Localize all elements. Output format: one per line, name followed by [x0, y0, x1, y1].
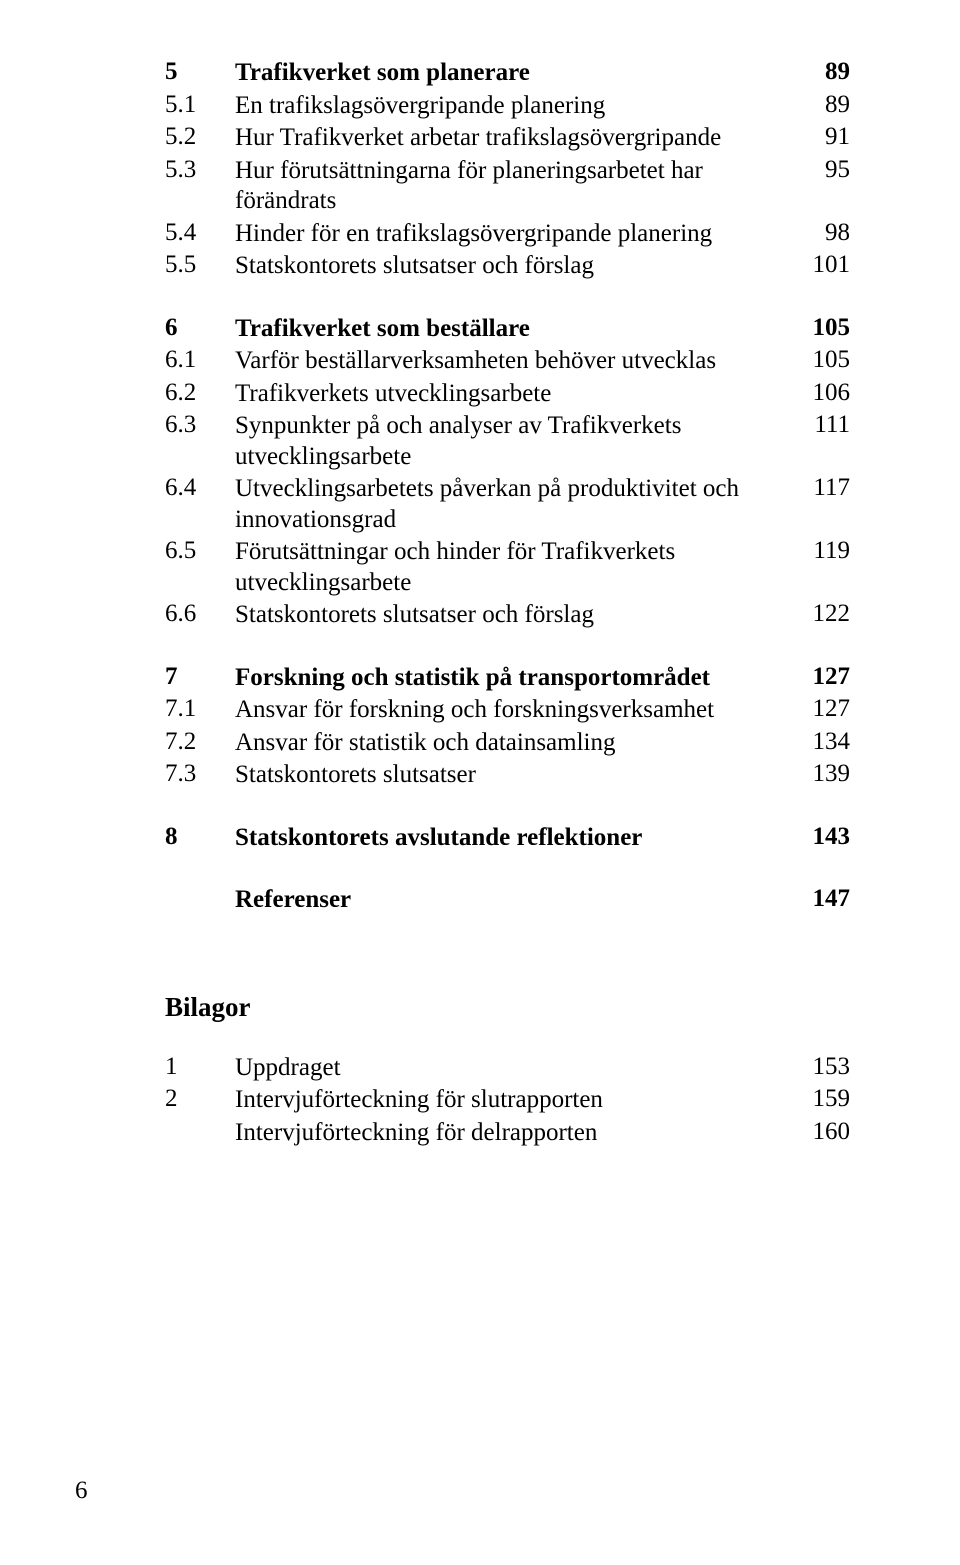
toc-entry-title: Hinder för en trafikslagsövergripande pl…: [235, 219, 795, 250]
toc-row: 6.6Statskontorets slutsatser och förslag…: [165, 600, 850, 631]
toc-entry-number: 7.3: [165, 760, 235, 788]
toc-row: 5.2Hur Trafikverket arbetar trafikslagsö…: [165, 123, 850, 154]
toc-entry-page: 119: [795, 537, 850, 565]
table-of-contents: 5Trafikverket som planerare895.1En trafi…: [165, 58, 850, 992]
appendix-heading: Bilagor: [165, 992, 850, 1023]
appendix-row: 2Intervjuförteckning för slutrapporten15…: [165, 1085, 850, 1116]
toc-entry-title: Statskontorets slutsatser: [235, 760, 795, 791]
toc-entry-number: 6.6: [165, 600, 235, 628]
appendix-entry-number: 2: [165, 1085, 235, 1113]
toc-entry-number: 5: [165, 58, 235, 86]
toc-entry-page: 89: [795, 58, 850, 86]
appendix-list: 1Uppdraget1532Intervjuförteckning för sl…: [165, 1053, 850, 1149]
toc-row: 5.5Statskontorets slutsatser och förslag…: [165, 251, 850, 282]
toc-entry-title: Statskontorets avslutande reflektioner: [235, 823, 795, 854]
toc-entry-page: 101: [795, 251, 850, 279]
toc-entry-page: 111: [795, 411, 850, 439]
toc-entry-title: Ansvar för forskning och forskningsverks…: [235, 695, 795, 726]
toc-entry-title: Trafikverkets utvecklingsarbete: [235, 379, 795, 410]
toc-entry-title: Förutsättningar och hinder för Trafikver…: [235, 537, 795, 598]
toc-row: 7.1Ansvar för forskning och forskningsve…: [165, 695, 850, 726]
toc-entry-title: Trafikverket som beställare: [235, 314, 795, 345]
toc-entry-page: 95: [795, 156, 850, 184]
section-gap: [165, 855, 850, 885]
toc-entry-page: 127: [795, 695, 850, 723]
toc-entry-title: Varför beställarverksamheten behöver utv…: [235, 346, 795, 377]
toc-row: 6Trafikverket som beställare105: [165, 314, 850, 345]
toc-entry-number: 6.4: [165, 474, 235, 502]
toc-entry-title: Synpunkter på och analyser av Trafikverk…: [235, 411, 795, 472]
toc-entry-number: 6.2: [165, 379, 235, 407]
appendix-entry-title: Intervjuförteckning för slutrapporten: [235, 1085, 795, 1116]
toc-row: 5.3Hur förutsättningarna för planeringsa…: [165, 156, 850, 217]
page-number: 6: [75, 1477, 88, 1505]
section-gap: [165, 633, 850, 663]
toc-entry-number: 5.3: [165, 156, 235, 184]
toc-row: 5Trafikverket som planerare89: [165, 58, 850, 89]
section-gap: [165, 793, 850, 823]
toc-entry-number: 6: [165, 314, 235, 342]
toc-row: 6.1Varför beställarverksamheten behöver …: [165, 346, 850, 377]
toc-row: 6.3Synpunkter på och analyser av Trafikv…: [165, 411, 850, 472]
appendix-entry-page: 159: [795, 1085, 850, 1113]
toc-entry-title: Utvecklingsarbetets påverkan på produkti…: [235, 474, 795, 535]
toc-entry-title: Trafikverket som planerare: [235, 58, 795, 89]
toc-entry-number: 6.1: [165, 346, 235, 374]
toc-entry-page: 143: [795, 823, 850, 851]
toc-entry-number: 7: [165, 663, 235, 691]
toc-row: 5.1En trafikslagsövergripande planering8…: [165, 91, 850, 122]
toc-entry-title: En trafikslagsövergripande planering: [235, 91, 795, 122]
toc-entry-page: 89: [795, 91, 850, 119]
toc-row: 6.4Utvecklingsarbetets påverkan på produ…: [165, 474, 850, 535]
toc-entry-number: 6.5: [165, 537, 235, 565]
toc-entry-title: Statskontorets slutsatser och förslag: [235, 251, 795, 282]
appendix-row: Intervjuförteckning för delrapporten160: [165, 1118, 850, 1149]
appendix-entry-title: Intervjuförteckning för delrapporten: [235, 1118, 795, 1149]
toc-entry-title: Hur förutsättningarna för planeringsarbe…: [235, 156, 795, 217]
toc-entry-page: 106: [795, 379, 850, 407]
appendix-entry-title: Uppdraget: [235, 1053, 795, 1084]
section-gap: [165, 918, 850, 992]
toc-row: 6.2Trafikverkets utvecklingsarbete106: [165, 379, 850, 410]
appendix-entry-page: 153: [795, 1053, 850, 1081]
toc-row: 5.4Hinder för en trafikslagsövergripande…: [165, 219, 850, 250]
toc-entry-title: Hur Trafikverket arbetar trafikslagsöver…: [235, 123, 795, 154]
toc-entry-page: 105: [795, 314, 850, 342]
toc-entry-number: 5.2: [165, 123, 235, 151]
toc-entry-page: 91: [795, 123, 850, 151]
toc-entry-page: 122: [795, 600, 850, 628]
toc-entry-title: Forskning och statistik på transportområ…: [235, 663, 795, 694]
toc-entry-title: Ansvar för statistik och datainsamling: [235, 728, 795, 759]
section-gap: [165, 284, 850, 314]
toc-entry-number: 5.1: [165, 91, 235, 119]
toc-row: 7.2Ansvar för statistik och datainsamlin…: [165, 728, 850, 759]
toc-entry-number: 7.1: [165, 695, 235, 723]
toc-row: Referenser147: [165, 885, 850, 916]
toc-entry-number: 6.3: [165, 411, 235, 439]
toc-entry-page: 127: [795, 663, 850, 691]
toc-entry-page: 139: [795, 760, 850, 788]
toc-entry-page: 147: [795, 885, 850, 913]
toc-entry-page: 105: [795, 346, 850, 374]
toc-entry-page: 98: [795, 219, 850, 247]
toc-entry-number: 7.2: [165, 728, 235, 756]
toc-row: 8Statskontorets avslutande reflektioner1…: [165, 823, 850, 854]
toc-entry-number: 5.5: [165, 251, 235, 279]
appendix-row: 1Uppdraget153: [165, 1053, 850, 1084]
appendix-entry-number: 1: [165, 1053, 235, 1081]
toc-entry-number: 8: [165, 823, 235, 851]
appendix-entry-page: 160: [795, 1118, 850, 1146]
toc-row: 7.3Statskontorets slutsatser139: [165, 760, 850, 791]
toc-entry-page: 117: [795, 474, 850, 502]
toc-entry-title: Statskontorets slutsatser och förslag: [235, 600, 795, 631]
toc-row: 6.5Förutsättningar och hinder för Trafik…: [165, 537, 850, 598]
toc-row: 7Forskning och statistik på transportomr…: [165, 663, 850, 694]
toc-entry-page: 134: [795, 728, 850, 756]
toc-entry-title: Referenser: [235, 885, 795, 916]
toc-entry-number: 5.4: [165, 219, 235, 247]
